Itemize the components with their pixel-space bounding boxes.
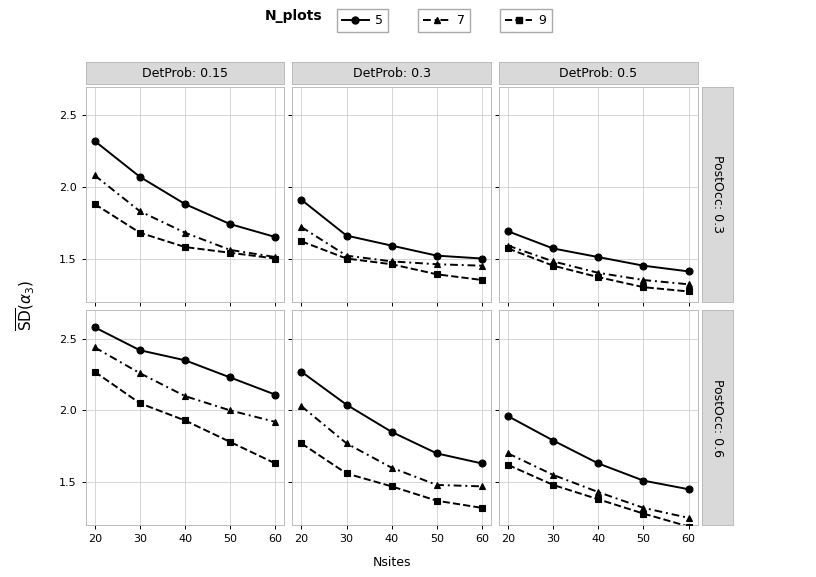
Text: DetProb: 0.3: DetProb: 0.3 <box>353 67 431 80</box>
Text: PostOcc: 0.3: PostOcc: 0.3 <box>711 155 724 233</box>
Legend: 9: 9 <box>500 9 552 32</box>
Text: Nsites: Nsites <box>372 556 411 569</box>
Text: PostOcc: 0.6: PostOcc: 0.6 <box>711 379 724 456</box>
Text: DetProb: 0.15: DetProb: 0.15 <box>142 67 228 80</box>
Legend: 5: 5 <box>337 9 388 32</box>
Text: N_plots: N_plots <box>265 9 323 23</box>
Legend: 7: 7 <box>419 9 470 32</box>
Text: $\overline{\mathrm{SD}}(\alpha_3)$: $\overline{\mathrm{SD}}(\alpha_3)$ <box>15 280 38 331</box>
Text: DetProb: 0.5: DetProb: 0.5 <box>559 67 637 80</box>
